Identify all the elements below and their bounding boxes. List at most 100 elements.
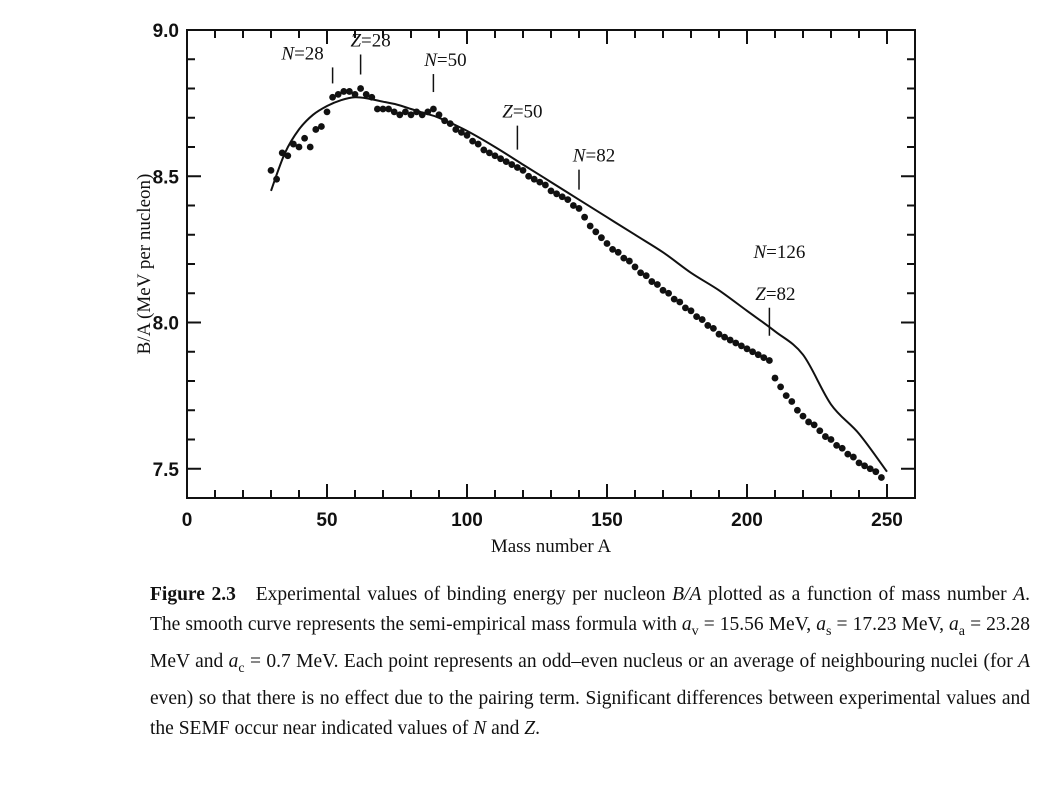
data-point (558, 193, 566, 201)
data-point (670, 295, 678, 303)
data-point (827, 436, 835, 443)
x-tick-label-50: 50 (316, 510, 337, 531)
data-point (609, 245, 616, 253)
x-axis-ticks (186, 30, 888, 498)
annotation-z-82: Z=82 (755, 284, 795, 305)
data-point (704, 322, 712, 329)
caption-symbol-z: Z (524, 717, 536, 739)
data-point (749, 348, 756, 356)
data-point (687, 307, 695, 315)
data-point (715, 330, 723, 338)
data-point (698, 316, 706, 323)
data-point (553, 190, 560, 198)
data-point (710, 324, 717, 332)
data-point (323, 108, 331, 116)
figure-label: Figure 2.3 (150, 584, 236, 605)
caption-part-4: even) so that there is no effect due to … (150, 687, 1030, 739)
data-point (525, 172, 532, 180)
data-point (631, 263, 639, 271)
y-axis-tick-labels: 7.5 8.0 8.5 9.0 (153, 21, 180, 481)
semf-curve (270, 96, 888, 473)
data-point (799, 412, 807, 420)
caption-symbol-a: A (1013, 584, 1026, 605)
data-point (777, 383, 784, 391)
data-point (771, 374, 779, 382)
x-axis-label-text: Mass number A (491, 536, 612, 557)
data-point (435, 111, 443, 119)
data-point (614, 248, 622, 256)
data-point (732, 339, 740, 347)
data-point (452, 126, 460, 133)
data-point (446, 120, 454, 127)
data-point (810, 421, 818, 429)
caption-part-2: plotted as a function of mass number (701, 584, 1014, 605)
data-point (570, 202, 577, 209)
caption-part-5: and (486, 717, 525, 739)
caption-part-3: . The smooth curve represents the semi-e… (150, 584, 1031, 635)
data-point (665, 289, 672, 297)
data-point (861, 462, 868, 470)
coef-aa-symbol: a (949, 614, 959, 635)
data-point (833, 441, 840, 449)
data-point (838, 444, 846, 452)
data-point (760, 354, 768, 361)
x-tick-label-200: 200 (731, 510, 763, 531)
data-point (497, 155, 504, 163)
data-point (603, 240, 611, 247)
data-point (855, 459, 863, 467)
data-point (379, 105, 387, 113)
coef-as-symbol: a (816, 614, 826, 635)
data-point (542, 181, 549, 189)
data-point (368, 93, 376, 101)
coef-av-symbol: a (681, 614, 692, 635)
data-point (463, 131, 471, 139)
data-point (267, 167, 275, 174)
caption-symbol-ba: B/A (672, 584, 702, 605)
data-point (693, 313, 700, 321)
data-point (362, 90, 370, 98)
x-tick-label-150: 150 (591, 510, 623, 531)
annotation-z-28: Z=28 (350, 31, 390, 52)
coef-aa-sub: a (958, 623, 965, 639)
coef-av-sub: v (691, 623, 699, 639)
data-point (805, 418, 812, 426)
y-axis-label-text: B/A (MeV per nucleon) (134, 174, 155, 355)
data-point (598, 234, 605, 242)
data-point (794, 406, 801, 414)
data-point (514, 164, 521, 171)
caption-part-6: . (535, 717, 540, 739)
y-tick-label-9.0: 9.0 (153, 21, 179, 42)
data-point (430, 105, 437, 113)
data-point (754, 351, 762, 359)
y-tick-label-7.5: 7.5 (153, 460, 180, 481)
caption-symbol-a-even: A (1018, 650, 1030, 672)
data-point (351, 90, 359, 98)
coef-ac-value: = 0.7 MeV. Each point represents an odd–… (244, 650, 1019, 672)
data-point (738, 342, 745, 350)
data-point (301, 134, 308, 142)
annotation-n-50: N=50 (423, 50, 466, 71)
data-point (424, 108, 432, 116)
y-tick-label-8.5: 8.5 (153, 167, 180, 188)
data-point (480, 146, 488, 154)
data-point (872, 468, 880, 476)
data-point (273, 175, 280, 183)
plot-frame (186, 29, 916, 499)
data-point (682, 304, 689, 312)
data-point (295, 143, 303, 151)
data-point (637, 269, 644, 277)
x-tick-label-100: 100 (451, 510, 483, 531)
data-point (402, 108, 409, 116)
figure-caption: Figure 2.3 Experimental values of bindin… (150, 580, 1030, 744)
y-tick-label-8.0: 8.0 (153, 314, 179, 335)
coef-aa-value: = 23.28 MeV and (150, 614, 1031, 672)
data-point (312, 126, 320, 133)
binding-energy-chart: 0 50 100 150 200 250 7.5 8.0 8.5 9.0 N=28 Z=28 N=5… (134, 21, 916, 557)
data-point (721, 333, 728, 341)
x-axis-tick-labels: 0 50 100 150 200 250 (182, 510, 903, 531)
data-point (306, 143, 314, 151)
data-point (418, 111, 426, 119)
data-point (502, 158, 510, 166)
data-point (469, 137, 476, 145)
data-point (642, 272, 650, 280)
